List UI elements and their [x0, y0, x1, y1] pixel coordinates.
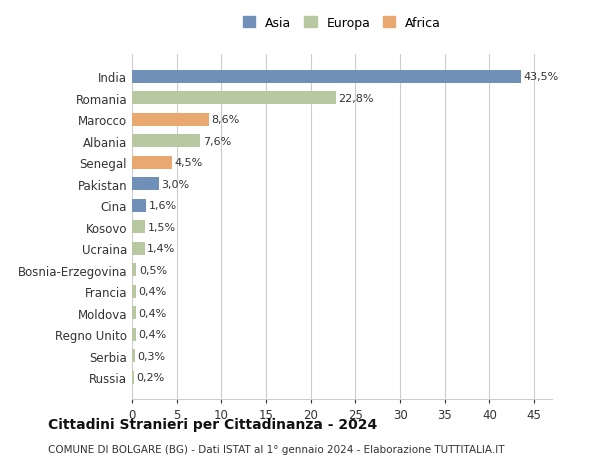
- Bar: [132, 242, 145, 255]
- Text: 22,8%: 22,8%: [338, 94, 374, 104]
- Text: 0,3%: 0,3%: [137, 351, 166, 361]
- Bar: [132, 221, 145, 234]
- Text: 7,6%: 7,6%: [203, 136, 231, 146]
- Bar: [132, 349, 134, 362]
- Legend: Asia, Europa, Africa: Asia, Europa, Africa: [243, 17, 441, 29]
- Text: 0,2%: 0,2%: [136, 372, 165, 382]
- Bar: [132, 371, 134, 384]
- Bar: [132, 71, 521, 84]
- Text: 1,4%: 1,4%: [147, 244, 175, 254]
- Bar: [132, 263, 136, 276]
- Text: 0,4%: 0,4%: [138, 330, 167, 339]
- Text: 0,4%: 0,4%: [138, 286, 167, 297]
- Text: 8,6%: 8,6%: [212, 115, 240, 125]
- Bar: [132, 157, 172, 169]
- Bar: [132, 92, 336, 105]
- Text: 4,5%: 4,5%: [175, 158, 203, 168]
- Bar: [132, 113, 209, 127]
- Bar: [132, 328, 136, 341]
- Text: 0,5%: 0,5%: [139, 265, 167, 275]
- Bar: [132, 199, 146, 212]
- Text: COMUNE DI BOLGARE (BG) - Dati ISTAT al 1° gennaio 2024 - Elaborazione TUTTITALIA: COMUNE DI BOLGARE (BG) - Dati ISTAT al 1…: [48, 444, 505, 454]
- Text: 43,5%: 43,5%: [523, 72, 559, 82]
- Bar: [132, 178, 159, 191]
- Bar: [132, 307, 136, 319]
- Text: 0,4%: 0,4%: [138, 308, 167, 318]
- Text: 1,5%: 1,5%: [148, 222, 176, 232]
- Text: 3,0%: 3,0%: [161, 179, 190, 189]
- Bar: [132, 285, 136, 298]
- Text: Cittadini Stranieri per Cittadinanza - 2024: Cittadini Stranieri per Cittadinanza - 2…: [48, 418, 377, 431]
- Bar: [132, 135, 200, 148]
- Text: 1,6%: 1,6%: [149, 201, 177, 211]
